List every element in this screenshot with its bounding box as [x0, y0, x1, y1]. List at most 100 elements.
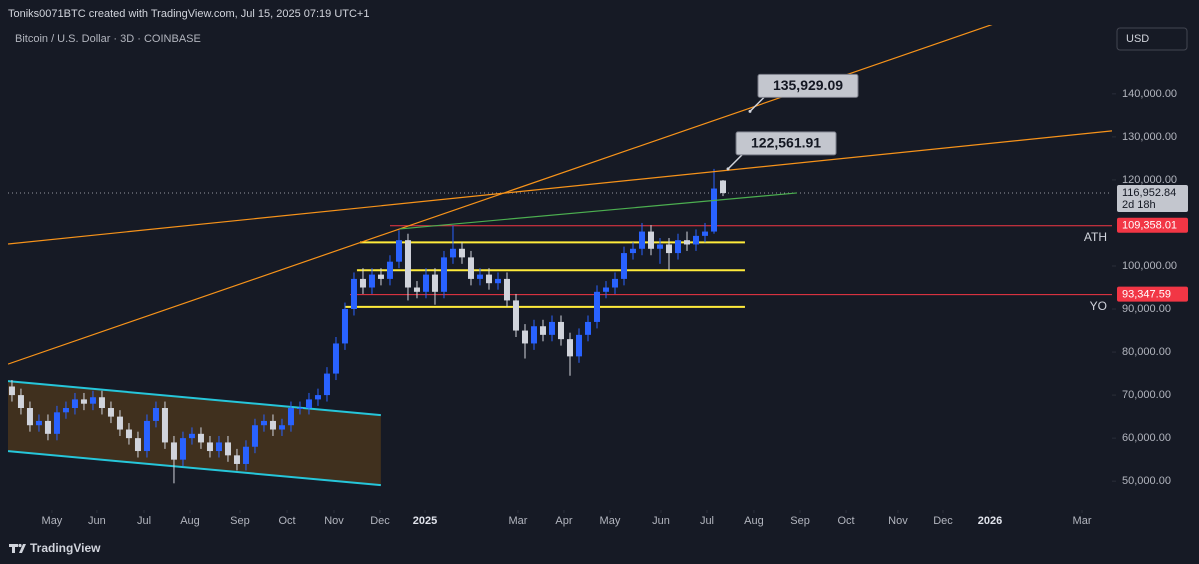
candle-body	[494, 278, 501, 284]
candle-body	[422, 274, 429, 292]
candle-body	[35, 420, 42, 426]
x-tick-label: Jun	[88, 515, 106, 527]
trend-line	[8, 130, 1112, 245]
x-tick-label: Apr	[555, 515, 572, 527]
candle-body	[440, 257, 447, 292]
callout-box	[757, 73, 859, 98]
candle-body	[692, 235, 699, 245]
candle-body	[386, 261, 393, 279]
candle-body	[359, 278, 366, 288]
candle-body	[350, 278, 357, 310]
x-tick-label: 2025	[413, 515, 437, 527]
candle-body	[377, 274, 384, 279]
candle-body	[152, 408, 159, 421]
x-tick-label: Sep	[230, 515, 250, 527]
candle-body	[575, 334, 582, 357]
candle-body	[710, 188, 717, 232]
x-tick-label: Oct	[278, 515, 295, 527]
candle-body	[449, 248, 456, 258]
candle-body	[116, 416, 123, 430]
price-label: 109,358.01	[1122, 220, 1177, 232]
candle-body	[332, 343, 339, 374]
candle-body	[395, 240, 402, 262]
candle-body	[368, 274, 375, 288]
price-countdown: 2d 18h	[1122, 199, 1156, 211]
candle-body	[233, 455, 240, 464]
price-label-box	[1117, 286, 1188, 302]
candle-body	[431, 274, 438, 292]
symbol: Bitcoin / U.S. Dollar · 3D · COINBASE	[15, 33, 201, 45]
candle-body	[71, 399, 78, 409]
candle-body	[170, 442, 177, 460]
candle-body	[647, 231, 654, 249]
currency-box[interactable]	[1116, 27, 1188, 51]
brand-logo	[9, 543, 26, 553]
x-tick-label: Oct	[837, 515, 854, 527]
candle-body	[413, 287, 420, 292]
candle-body	[683, 240, 690, 245]
candle-body	[566, 339, 573, 357]
callout-pointer	[727, 154, 743, 170]
y-tick-label: 100,000.00	[1122, 260, 1177, 272]
candle-body	[287, 408, 294, 426]
candle-body	[89, 397, 96, 404]
candle-body	[656, 244, 663, 249]
y-tick-label: 50,000.00	[1122, 475, 1171, 487]
candle-body	[8, 386, 15, 396]
candle-body	[530, 326, 537, 344]
candle-body	[620, 253, 627, 279]
y-tick-label: 130,000.00	[1122, 131, 1177, 143]
x-tick-label: Aug	[744, 515, 764, 527]
x-tick-label: Mar	[508, 515, 527, 527]
candle-body	[125, 429, 132, 439]
candle-body	[521, 330, 528, 344]
candle-body	[665, 244, 672, 254]
x-tick-label: May	[600, 515, 621, 527]
candle-body	[467, 257, 474, 279]
candle-body	[98, 397, 105, 409]
price-note: YO	[1090, 299, 1107, 313]
x-tick-label: Jun	[652, 515, 670, 527]
x-tick-label: Nov	[324, 515, 344, 527]
candle-body	[206, 442, 213, 452]
candle-body	[557, 321, 564, 340]
candle-body	[62, 408, 69, 413]
x-tick-label: Dec	[933, 515, 953, 527]
candle-body	[674, 240, 681, 254]
candle-body	[197, 433, 204, 443]
candle-body	[719, 180, 726, 194]
candle-body	[485, 274, 492, 284]
candle-body	[638, 231, 645, 249]
candle-body	[53, 412, 60, 434]
candle-body	[251, 425, 258, 447]
candle-body	[143, 420, 150, 452]
currency[interactable]: USD	[1126, 33, 1149, 45]
trend-line	[399, 192, 798, 230]
y-tick-label: 70,000.00	[1122, 389, 1171, 401]
candle-body	[188, 433, 195, 439]
x-tick-label: Sep	[790, 515, 810, 527]
candle-body	[584, 321, 591, 335]
candle-body	[278, 425, 285, 430]
x-tick-label: Dec	[370, 515, 390, 527]
x-tick-label: Jul	[700, 515, 714, 527]
x-tick-label: 2026	[978, 515, 1002, 527]
candle-body	[548, 321, 555, 335]
callout-label: 135,929.09	[773, 77, 843, 93]
y-tick-label: 120,000.00	[1122, 174, 1177, 186]
candle-body	[629, 248, 636, 254]
price-label-box	[1117, 185, 1188, 213]
attribution: Toniks0071BTC created with TradingView.c…	[8, 8, 369, 20]
candle-body	[503, 278, 510, 301]
channel-line	[8, 380, 381, 417]
y-tick-label: 140,000.00	[1122, 88, 1177, 100]
callout-anchor	[748, 109, 752, 113]
candle-body	[17, 395, 24, 409]
callout-label: 122,561.91	[751, 135, 821, 151]
price-label-box	[1117, 217, 1188, 233]
candle-body	[602, 287, 609, 292]
brand: TradingView	[30, 541, 101, 555]
candle-body	[107, 408, 114, 417]
